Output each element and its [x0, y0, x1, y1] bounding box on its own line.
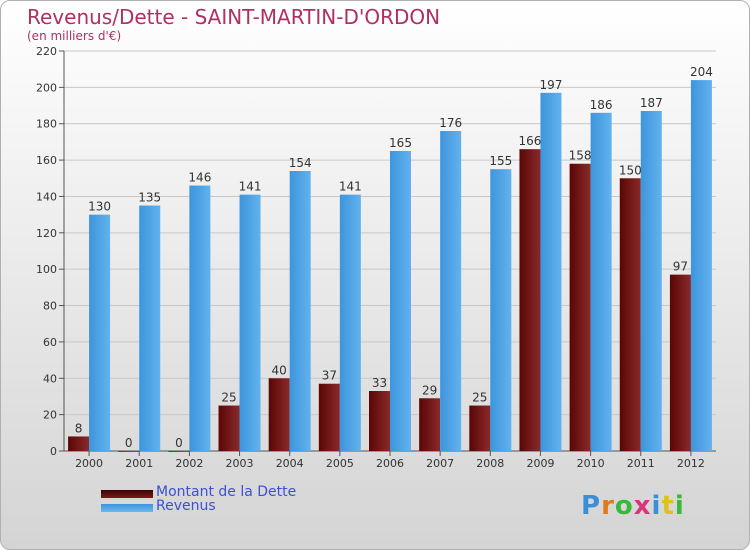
x-tick-label: 2012	[677, 457, 705, 470]
chart-title: Revenus/Dette - SAINT-MARTIN-D'ORDON	[27, 5, 441, 29]
bar-dette	[168, 451, 190, 452]
legend-label-revenus: Revenus	[156, 498, 216, 514]
x-tick-label: 2011	[627, 457, 655, 470]
x-tick-label: 2000	[75, 457, 103, 470]
x-tick-label: 2008	[476, 457, 504, 470]
bar-revenus	[440, 131, 462, 451]
bar-dette	[669, 274, 691, 451]
legend-label-dette: Montant de la Dette	[156, 484, 297, 500]
y-tick-label: 100	[36, 263, 57, 276]
data-label-revenus: 146	[188, 171, 211, 185]
logo-letter: i	[651, 491, 662, 521]
x-tick-label: 2001	[125, 457, 153, 470]
bar-dette	[569, 163, 591, 451]
y-tick-label: 60	[43, 336, 57, 349]
y-tick-label: 80	[43, 300, 57, 313]
data-label-dette: 8	[75, 421, 83, 435]
data-label-revenus: 165	[389, 136, 412, 150]
bar-dette	[318, 383, 340, 451]
logo-letter: x	[633, 491, 652, 521]
x-tick-label: 2006	[376, 457, 404, 470]
logo-letter: o	[614, 491, 634, 521]
data-label-dette: 25	[472, 391, 487, 405]
chart-subtitle: (en milliers d'€)	[27, 29, 122, 43]
data-label-revenus: 154	[289, 156, 312, 170]
y-tick-label: 20	[43, 409, 57, 422]
x-tick-label: 2004	[276, 457, 304, 470]
bar-revenus	[590, 112, 612, 452]
logo-letter: i	[674, 491, 685, 521]
logo-letter: r	[601, 491, 615, 521]
data-label-revenus: 187	[640, 96, 663, 110]
bar-revenus	[139, 205, 161, 451]
data-label-revenus: 130	[88, 200, 111, 214]
bar-dette	[268, 378, 290, 451]
x-tick-label: 2002	[175, 457, 203, 470]
data-label-revenus: 141	[339, 180, 362, 194]
data-label-dette: 25	[221, 391, 236, 405]
y-tick-label: 0	[50, 445, 57, 458]
y-tick-label: 120	[36, 227, 57, 240]
x-tick-label: 2010	[577, 457, 605, 470]
y-tick-label: 180	[36, 118, 57, 131]
bars-layer	[68, 80, 712, 452]
x-tick-label: 2007	[426, 457, 454, 470]
bar-revenus	[289, 171, 311, 451]
data-label-dette: 29	[422, 383, 437, 397]
bar-dette	[118, 451, 140, 452]
data-label-dette: 166	[519, 134, 542, 148]
data-label-revenus: 176	[439, 116, 462, 130]
bar-revenus	[390, 151, 411, 451]
bar-dette	[519, 149, 541, 451]
data-label-revenus: 186	[590, 98, 613, 112]
data-label-dette: 33	[372, 376, 387, 390]
data-label-revenus: 135	[138, 191, 161, 205]
bar-dette	[419, 398, 441, 451]
data-label-dette: 37	[322, 369, 337, 383]
bar-revenus	[239, 194, 261, 452]
proxiti-logo: Proxiti	[581, 491, 685, 521]
y-tick-label: 220	[36, 45, 57, 58]
y-tick-label: 200	[36, 81, 57, 94]
y-tick-label: 40	[43, 372, 57, 385]
y-tick-label: 140	[36, 190, 57, 203]
x-tick-label: 2009	[526, 457, 554, 470]
bar-revenus	[640, 111, 662, 451]
logo-letter: P	[581, 491, 602, 521]
data-label-dette: 0	[175, 436, 183, 450]
data-label-dette: 0	[125, 436, 133, 450]
data-label-dette: 158	[569, 149, 592, 163]
data-label-dette: 40	[272, 363, 287, 377]
x-tick-label: 2003	[226, 457, 254, 470]
bar-revenus	[490, 169, 512, 451]
data-label-revenus: 204	[690, 65, 713, 79]
bar-dette	[68, 436, 90, 451]
legend-swatch-revenus	[101, 504, 153, 512]
bar-dette	[469, 405, 491, 451]
bar-revenus	[189, 185, 211, 451]
legend-swatch-dette	[101, 490, 153, 498]
data-label-dette: 97	[673, 260, 688, 274]
bar-dette	[619, 178, 641, 452]
bar-dette	[369, 391, 390, 451]
x-tick-label: 2005	[326, 457, 354, 470]
bar-revenus	[540, 92, 562, 452]
bar-revenus	[339, 194, 361, 452]
bar-revenus	[89, 214, 111, 451]
bar-dette	[218, 405, 240, 451]
bar-revenus	[690, 80, 712, 451]
labels-layer: 0204060801001201401601802002202000813020…	[36, 45, 713, 470]
data-label-revenus: 197	[540, 78, 563, 92]
data-label-revenus: 155	[489, 154, 512, 168]
data-label-dette: 150	[619, 163, 642, 177]
logo-letter: t	[661, 491, 675, 521]
y-tick-label: 160	[36, 154, 57, 167]
data-label-revenus: 141	[239, 180, 262, 194]
